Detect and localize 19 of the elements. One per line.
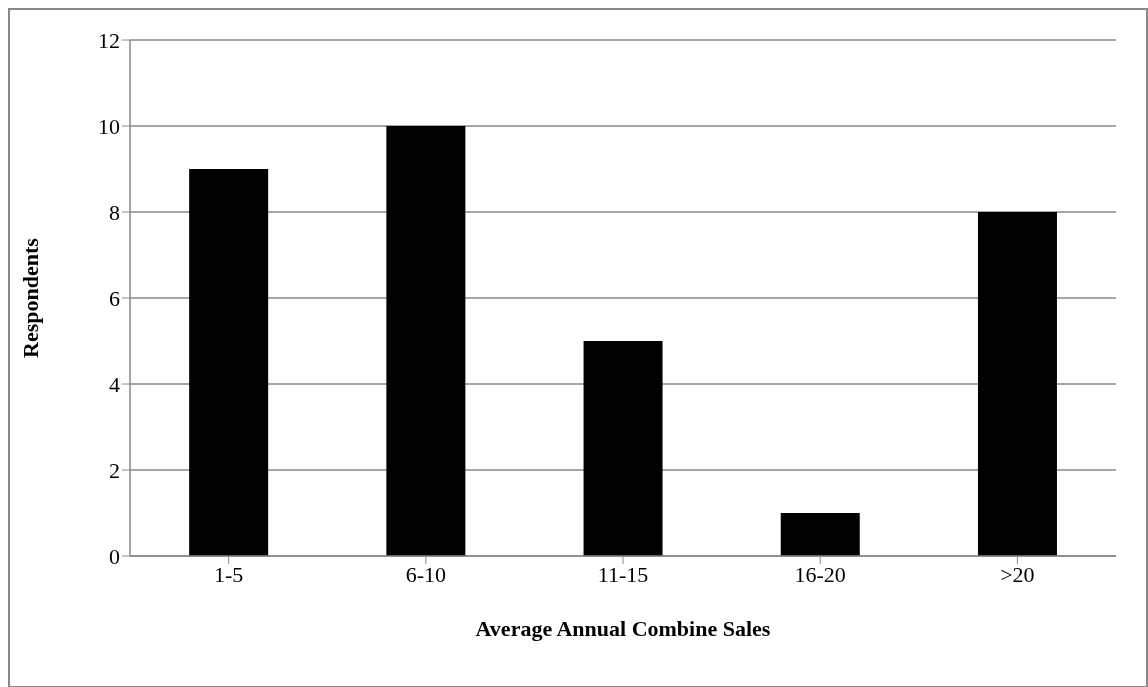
x-tick-label: 16-20 <box>794 561 846 587</box>
bar <box>977 212 1057 556</box>
bar <box>189 169 269 556</box>
y-tick-label: 8 <box>109 199 120 225</box>
x-tick-label: 6-10 <box>405 561 446 587</box>
y-tick-label: 6 <box>109 285 120 311</box>
x-tick-label: 1-5 <box>213 561 244 587</box>
x-tick-label: 11-15 <box>597 561 649 587</box>
bar <box>386 126 466 556</box>
y-tick-label: 0 <box>109 543 120 569</box>
y-tick-label: 10 <box>98 113 120 139</box>
bar <box>583 341 663 556</box>
y-tick-label: 12 <box>98 27 120 53</box>
x-axis-title: Average Annual Combine Sales <box>475 616 771 641</box>
x-tick-label: >20 <box>1000 561 1035 587</box>
y-axis-title: Respondents <box>17 237 43 358</box>
y-tick-label: 4 <box>109 371 120 397</box>
y-tick-label: 2 <box>109 457 120 483</box>
bar <box>780 513 860 556</box>
